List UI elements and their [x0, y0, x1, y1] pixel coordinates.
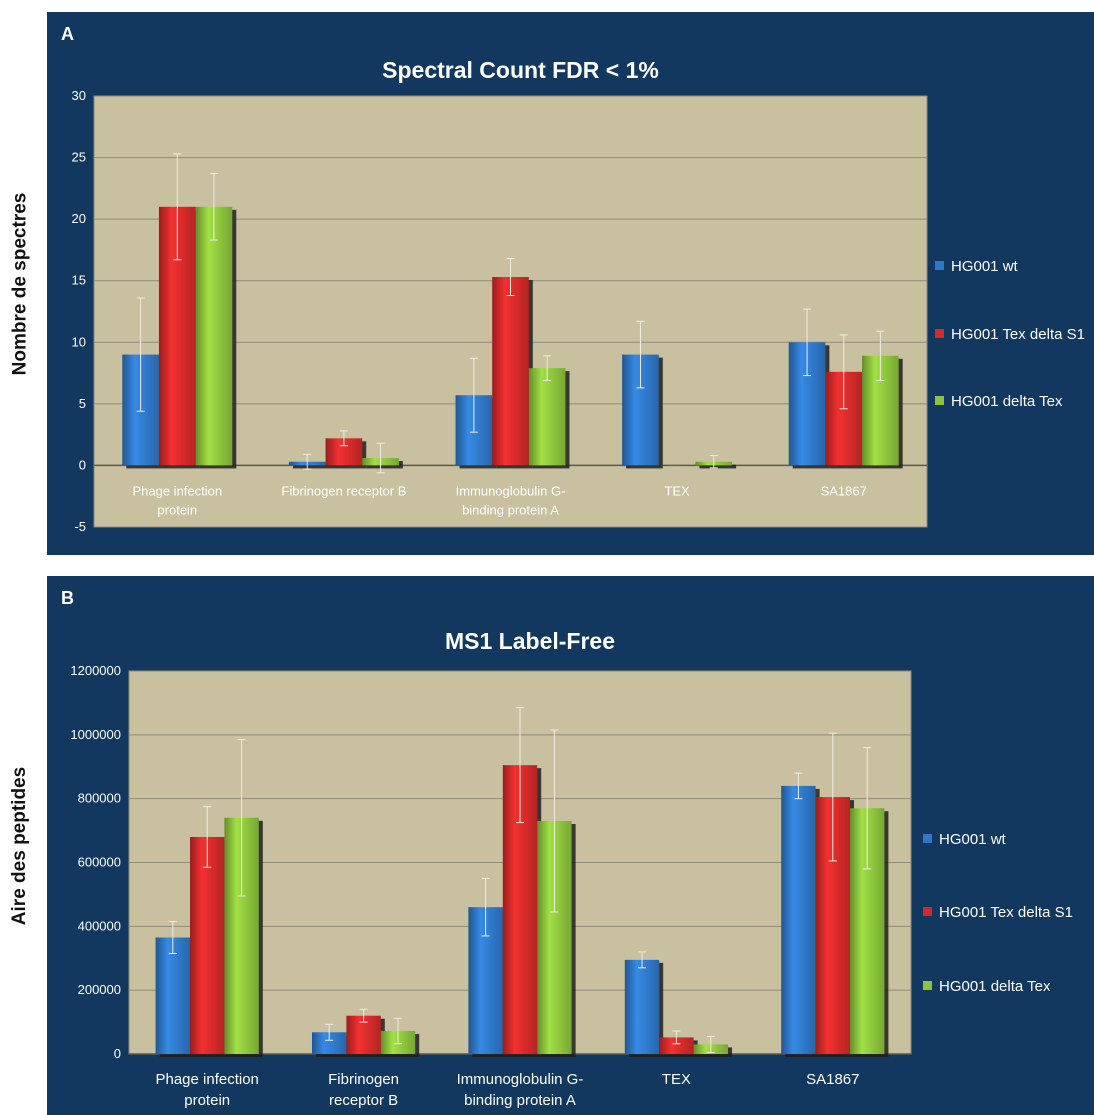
y-tick-label: 400000: [78, 918, 121, 933]
bar: [528, 368, 566, 466]
x-tick-label: SA1867: [821, 483, 867, 498]
y-axis-title-text: Nombre de spectres: [9, 192, 30, 375]
y-tick-label: 1200000: [70, 663, 121, 678]
x-tick-label-line: Immunoglobulin G-: [456, 483, 566, 498]
y-tick-label: 10: [72, 334, 86, 349]
legend-swatch: [923, 981, 932, 990]
x-tick-label-line: binding protein A: [462, 502, 559, 517]
legend-swatch: [923, 907, 932, 916]
y-tick-label: 30: [72, 88, 86, 103]
x-tick-label: Fibrinogen receptor B: [281, 483, 406, 498]
x-tick-label: Phage infection protein: [132, 483, 222, 517]
y-tick-label: 0: [114, 1046, 121, 1061]
x-tick-label-line: Fibrinogen: [328, 1071, 399, 1088]
legend-label: HG001 delta Tex: [951, 393, 1063, 410]
legend-swatch: [935, 261, 944, 270]
chart-a: -5 0 5 10 15 20 25 30 Phage infection protein Fibr…: [72, 57, 1085, 534]
y-axis-title-b: Aire des peptides: [0, 576, 40, 1115]
bar-shadow: [292, 464, 330, 469]
x-tick-label: TEX: [664, 483, 690, 498]
y-tick-label: 600000: [78, 855, 121, 870]
y-tick-label: 25: [72, 150, 86, 165]
bar: [155, 937, 190, 1054]
bar: [658, 465, 696, 466]
bar-shadow: [699, 464, 737, 469]
y-tick-label: 800000: [78, 791, 121, 806]
legend-label: HG001 delta Tex: [939, 978, 1051, 995]
bar: [492, 277, 529, 466]
x-tick-label: TEX: [662, 1071, 691, 1088]
y-tick-label: 5: [79, 396, 86, 411]
x-tick-label: Immunoglobulin G-binding protein A: [457, 1071, 584, 1109]
bar: [659, 1037, 694, 1054]
chart-title: MS1 Label-Free: [445, 628, 615, 654]
panel-label: A: [61, 24, 74, 44]
bar: [781, 785, 816, 1054]
legend-swatch: [935, 329, 944, 338]
legend-label: HG001 wt: [951, 258, 1019, 275]
y-tick-label: 200000: [78, 982, 121, 997]
bar: [624, 959, 660, 1054]
bar: [311, 1032, 347, 1054]
x-tick-label-line: SA1867: [806, 1071, 859, 1088]
x-tick-label: Immunoglobulin G-binding protein A: [456, 483, 566, 517]
y-tick-label: 0: [79, 457, 86, 472]
legend-label: HG001 Tex delta S1: [939, 904, 1073, 921]
chart-b: 0 200000 400000 600000 800000 1000000 1200000 P…: [70, 628, 1073, 1109]
x-tick-label-line: Phage infection: [132, 483, 222, 498]
x-tick-label: Fibrinogen receptor B: [328, 1071, 399, 1109]
chart-panel-a: A -5 0 5 10 15 20 25 30 Phage infection protein Fi…: [47, 12, 1094, 555]
legend-label: HG001 wt: [939, 831, 1007, 848]
legend-swatch: [935, 396, 944, 405]
legend-label: HG001 Tex delta S1: [951, 326, 1085, 343]
y-axis-title-a: Nombre de spectres: [0, 12, 40, 555]
panel-label: B: [61, 588, 74, 608]
bar: [195, 206, 233, 466]
x-tick-label-line: binding protein A: [464, 1092, 576, 1109]
chart-panel-b: B 0 200000 400000 600000 800000 1000000 120000…: [47, 576, 1094, 1115]
x-tick-label-line: Immunoglobulin G-: [457, 1071, 584, 1088]
y-tick-label: 1000000: [70, 727, 121, 742]
x-tick-label-line: protein: [184, 1092, 230, 1109]
x-tick-label-line: Phage infection: [155, 1071, 258, 1088]
legend-swatch: [923, 834, 932, 843]
y-tick-label: 15: [72, 273, 86, 288]
y-tick-label: -5: [74, 519, 86, 534]
x-tick-label-line: TEX: [662, 1071, 691, 1088]
x-tick-label: Phage infection protein: [155, 1071, 258, 1109]
x-tick-label-line: protein: [157, 502, 197, 517]
y-tick-label: 20: [72, 211, 86, 226]
x-tick-label-line: SA1867: [821, 483, 867, 498]
chart-title: Spectral Count FDR < 1%: [382, 57, 659, 83]
y-axis-title-text: Aire des peptides: [9, 766, 31, 925]
bar: [189, 836, 225, 1054]
x-tick-label-line: Fibrinogen receptor B: [281, 483, 406, 498]
x-tick-label-line: receptor B: [329, 1092, 398, 1109]
x-tick-label: SA1867: [806, 1071, 859, 1088]
x-tick-label-line: TEX: [664, 483, 690, 498]
